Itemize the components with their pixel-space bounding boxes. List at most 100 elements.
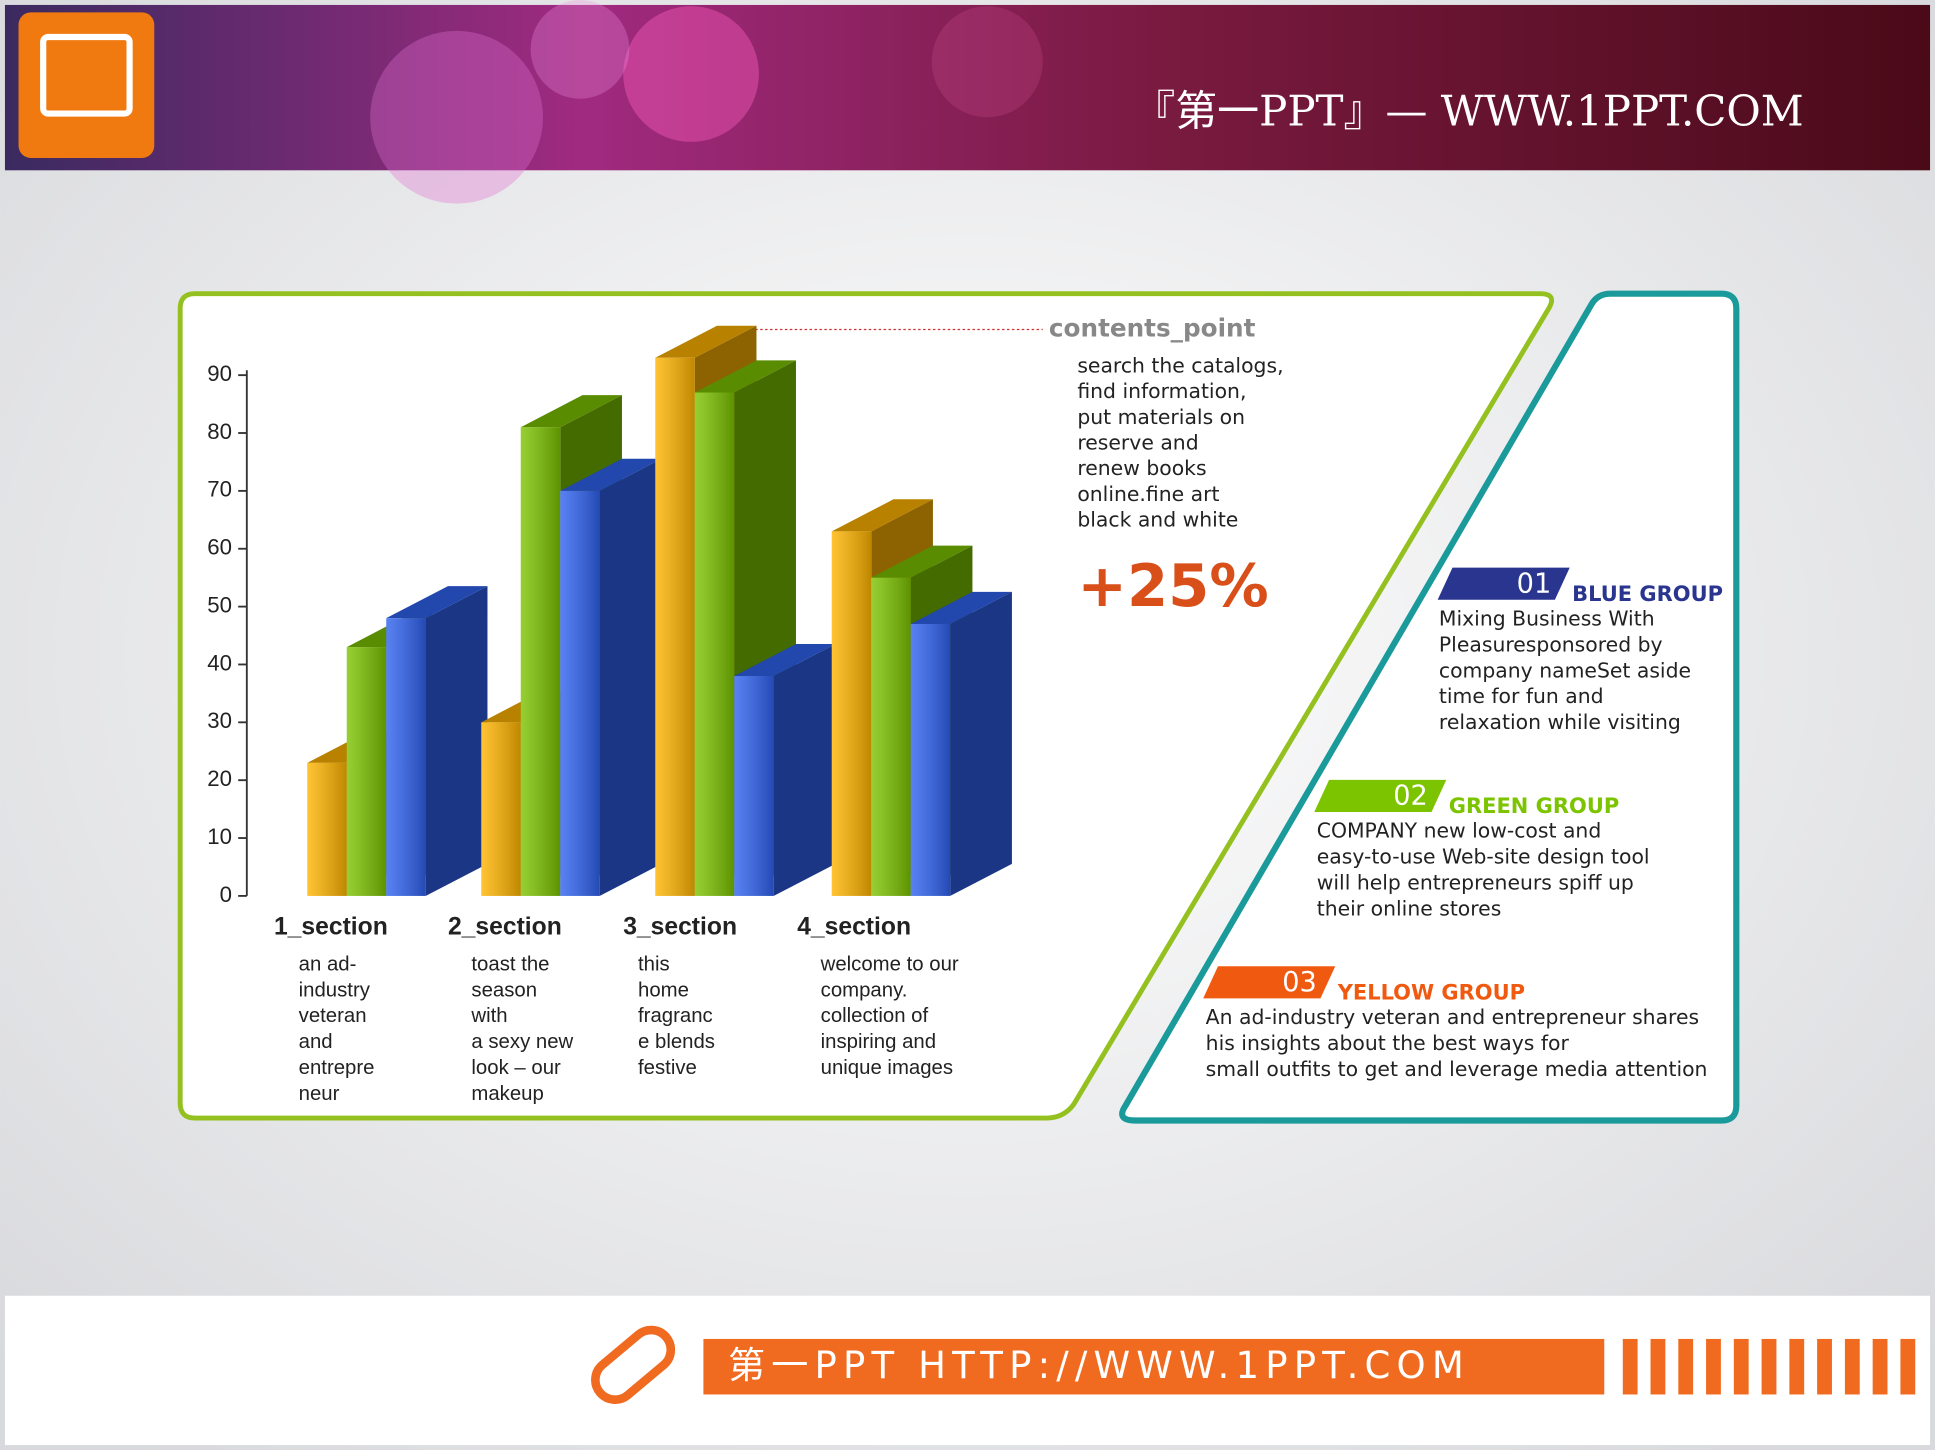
header-band xyxy=(4,4,1931,171)
section-text: a sexy new xyxy=(471,1031,573,1053)
bokeh xyxy=(931,6,1043,118)
callout-text: online.fine art xyxy=(1077,482,1219,506)
bar-shine xyxy=(520,427,561,896)
footer-stripe xyxy=(1872,1338,1888,1395)
section-text: company. xyxy=(821,979,908,1001)
footer-stripe xyxy=(1817,1338,1832,1395)
y-tick-label: 30 xyxy=(207,708,232,733)
groups-panel xyxy=(1119,290,1740,1124)
bar-shine xyxy=(386,618,426,896)
callout-text: put materials on xyxy=(1077,405,1245,429)
footer-stripe xyxy=(1789,1338,1805,1395)
bar-shine xyxy=(831,531,872,896)
bar-shine xyxy=(346,647,387,896)
group-text: their online stores xyxy=(1317,896,1502,920)
x-tick-label: 1_section xyxy=(274,914,388,941)
bar-top xyxy=(734,643,836,677)
y-tick-label: 80 xyxy=(207,419,232,444)
callout-text: renew books xyxy=(1077,456,1206,480)
pencil-icon xyxy=(591,1325,676,1404)
x-tick-label: 4_section xyxy=(797,914,911,941)
y-tick-label: 10 xyxy=(207,824,232,849)
callout-text: find information, xyxy=(1077,379,1246,403)
callout-title: contents_point xyxy=(1049,313,1256,342)
section-text: unique images xyxy=(821,1057,953,1079)
section-text: with xyxy=(470,1005,507,1027)
bar-side xyxy=(773,643,836,896)
bar-top xyxy=(386,586,488,619)
y-tick-label: 0 xyxy=(220,882,232,907)
section-text: entrepre xyxy=(299,1057,375,1079)
bar-shine xyxy=(910,623,951,896)
bar-shine xyxy=(481,722,521,896)
section-text: look – our xyxy=(471,1057,561,1079)
bar xyxy=(386,586,488,896)
group-badge xyxy=(1314,779,1447,812)
y-tick-label: 40 xyxy=(207,650,232,675)
footer-bar xyxy=(703,1338,1605,1395)
bar-top xyxy=(560,458,662,491)
bar-top xyxy=(831,499,933,532)
bar-shine xyxy=(734,676,774,896)
bar-shine xyxy=(694,392,735,896)
brand: 『第一PPT』— WWW.1PPT.COM xyxy=(1133,86,1803,135)
section-text: industry xyxy=(299,979,371,1001)
group-name: BLUE GROUP xyxy=(1572,582,1723,606)
group-badge xyxy=(1437,567,1570,600)
group-name: GREEN GROUP xyxy=(1449,794,1619,818)
section-text: veteran xyxy=(299,1005,367,1027)
group-text: time for fun and xyxy=(1439,684,1604,708)
footer-stripe xyxy=(1622,1338,1638,1395)
y-tick-label: 50 xyxy=(207,592,232,617)
group-badge xyxy=(1203,966,1336,999)
section-text: e blends xyxy=(638,1031,715,1053)
y-tick-label: 70 xyxy=(207,477,232,502)
footer-stripe xyxy=(1900,1338,1916,1395)
section-text: an ad- xyxy=(299,953,357,975)
section-text: this xyxy=(638,953,670,975)
y-tick-label: 90 xyxy=(207,361,232,386)
bar xyxy=(734,643,836,896)
callout-text: black and white xyxy=(1077,508,1238,532)
footer-text: 第一PPT HTTP://WWW.1PPT.COM xyxy=(728,1344,1470,1387)
group-text: easy-to-use Web-site design tool xyxy=(1317,845,1650,869)
section-text: toast the xyxy=(471,953,549,975)
group-number: 01 xyxy=(1517,568,1552,599)
bar-side xyxy=(425,586,488,896)
group-text: Pleasuresponsored by xyxy=(1439,632,1663,656)
footer-stripe xyxy=(1706,1338,1721,1395)
bar-shine xyxy=(307,762,347,896)
bar-side xyxy=(950,591,1012,896)
section-text: festive xyxy=(638,1057,697,1079)
callout-text: search the catalogs, xyxy=(1077,354,1283,378)
footer-stripe xyxy=(1650,1338,1666,1395)
bar-top xyxy=(520,395,622,428)
group-text: An ad-industry veteran and entrepreneur … xyxy=(1206,1005,1699,1029)
bar-shine xyxy=(560,490,600,896)
section-text: welcome to our xyxy=(820,953,959,975)
x-tick-label: 3_section xyxy=(623,914,737,941)
bokeh xyxy=(370,30,543,204)
footer-stripe xyxy=(1844,1338,1860,1395)
bar xyxy=(910,591,1012,896)
group-name: YELLOW GROUP xyxy=(1337,980,1525,1004)
section-text: home xyxy=(638,979,689,1001)
group-text: his insights about the best ways for xyxy=(1206,1031,1570,1055)
bokeh xyxy=(623,6,759,142)
group-text: small outfits to get and leverage media … xyxy=(1206,1057,1708,1081)
section-text: season xyxy=(471,979,537,1001)
section-text: fragranc xyxy=(638,1005,713,1027)
logo xyxy=(18,12,155,158)
callout-text: reserve and xyxy=(1077,431,1198,455)
bar xyxy=(694,360,796,896)
highlight: +25% xyxy=(1077,551,1268,620)
group-text: relaxation while visiting xyxy=(1439,710,1681,734)
section-text: inspiring and xyxy=(821,1031,936,1053)
footer-stripe xyxy=(1761,1338,1777,1395)
bar-top xyxy=(871,545,973,578)
bar-shine xyxy=(871,577,911,896)
footer-stripe xyxy=(1733,1338,1749,1395)
bar-side xyxy=(599,458,662,896)
